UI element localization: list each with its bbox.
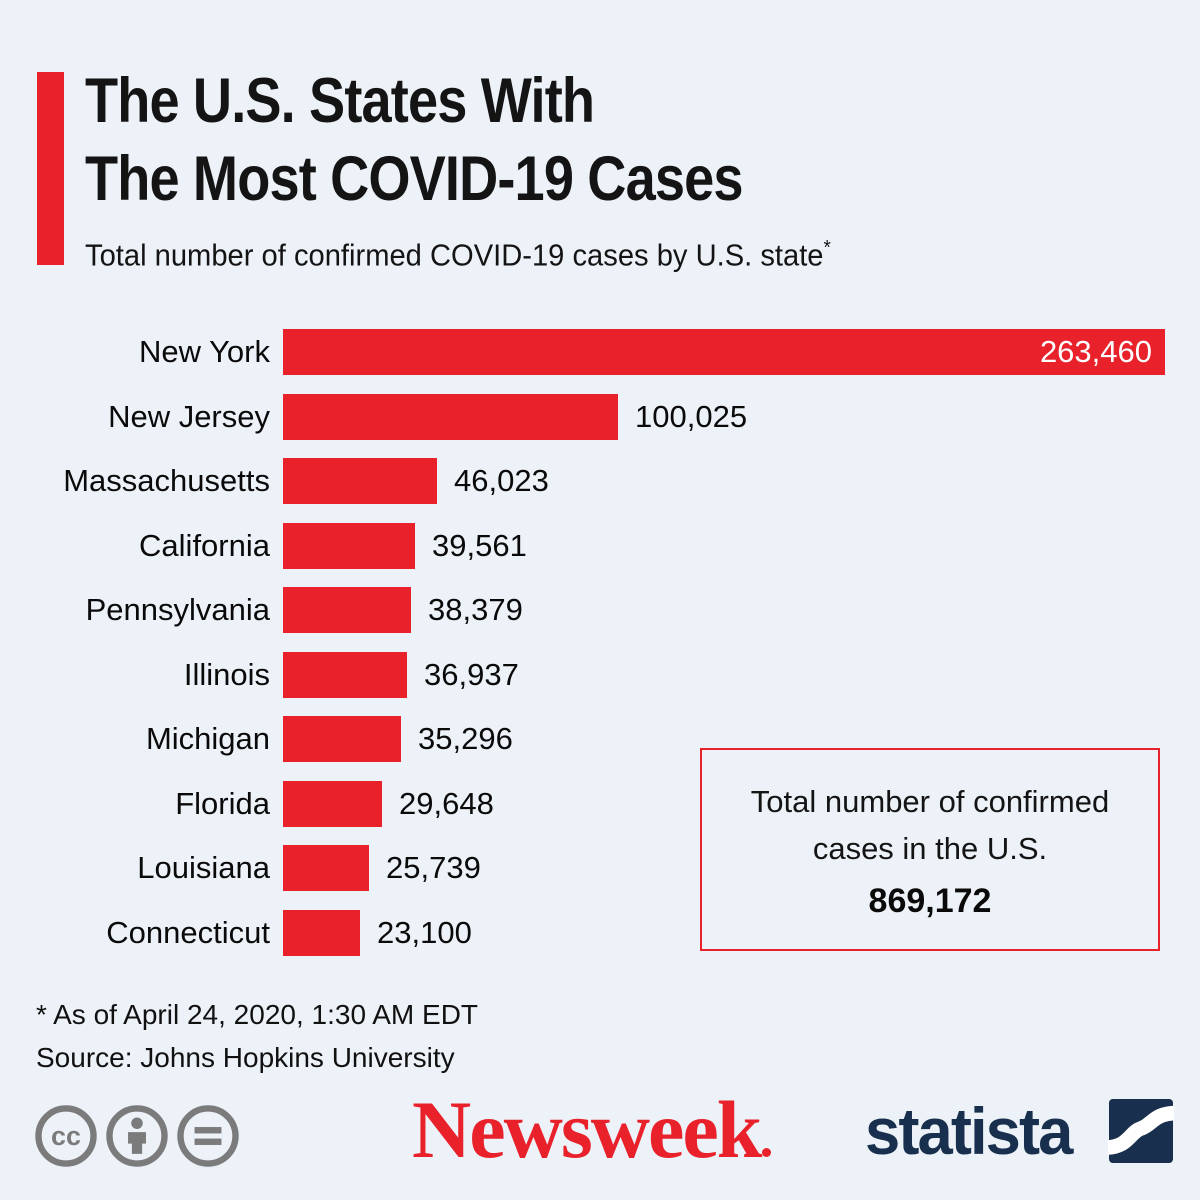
bar-value-new-jersey: 100,025 (635, 398, 748, 434)
bar-label-pennsylvania: Pennsylvania (85, 592, 270, 628)
statista-swoosh-icon (1108, 1099, 1175, 1163)
bar-value-illinois: 36,937 (424, 656, 519, 692)
statista-logo: statista (865, 1094, 1175, 1168)
chart-row-illinois: Illinois 36,937 (0, 643, 1200, 708)
chart-row-florida: Florida 29,648 (0, 772, 1200, 837)
bar-label-massachusetts: Massachusetts (63, 463, 270, 499)
footnote-source: Source: Johns Hopkins University (36, 1042, 455, 1073)
bar-new-york: 263,460 (283, 329, 1165, 376)
bar-illinois (283, 651, 407, 698)
title-accent-bar (37, 72, 64, 265)
bar-label-michigan: Michigan (145, 721, 270, 757)
page-subtitle: Total number of confirmed COVID-19 cases… (85, 237, 831, 273)
newsweek-wordmark: Newsweek (412, 1084, 762, 1175)
bar-massachusetts (283, 458, 437, 505)
bar-value-new-york: 263,460 (1039, 334, 1152, 370)
bar-label-illinois: Illinois (183, 656, 270, 692)
total-cases-value: 869,172 (868, 882, 992, 920)
total-cases-box: Total number of confirmed cases in the U… (700, 748, 1160, 951)
subtitle-text: Total number of confirmed COVID-19 cases… (85, 237, 824, 273)
bar-pennsylvania (283, 587, 411, 634)
bar-value-michigan: 35,296 (418, 721, 513, 757)
bar-track-pennsylvania: 38,379 (283, 587, 1165, 634)
chart-row-new-york: New York 263,460 (0, 320, 1200, 385)
page-title: The U.S. States With The Most COVID-19 C… (85, 62, 850, 218)
bar-value-connecticut: 23,100 (377, 914, 472, 950)
bar-value-louisiana: 25,739 (386, 850, 481, 886)
creative-commons-icons: cc (34, 1104, 240, 1168)
total-box-line-1: Total number of confirmed (750, 784, 1110, 819)
registered-mark-dot (762, 1148, 772, 1157)
chart-row-pennsylvania: Pennsylvania 38,379 (0, 578, 1200, 643)
bar-value-massachusetts: 46,023 (454, 463, 549, 499)
bar-track-connecticut: 23,100 (283, 909, 1165, 956)
equals-icon (177, 1105, 239, 1167)
cc-icon: cc (35, 1105, 97, 1167)
bar-chart: New York 263,460 New Jersey 100,025 Massachu… (0, 320, 1200, 965)
chart-row-michigan: Michigan 35,296 (0, 707, 1200, 772)
newsweek-logo: Newsweek (412, 1089, 772, 1171)
title-line-1: The U.S. States With (85, 66, 595, 136)
bar-value-florida: 29,648 (399, 785, 494, 821)
chart-row-new-jersey: New Jersey 100,025 (0, 385, 1200, 450)
footnotes: * As of April 24, 2020, 1:30 AM EDT Sour… (36, 993, 478, 1079)
total-box-line-2: cases in the U.S. (812, 831, 1048, 866)
bar-track-massachusetts: 46,023 (283, 458, 1165, 505)
bar-track-florida: 29,648 (283, 780, 1165, 827)
statista-wordmark: statista (865, 1094, 1073, 1168)
bar-label-florida: Florida (175, 785, 270, 821)
bar-track-new-jersey: 100,025 (283, 393, 1165, 440)
bar-value-pennsylvania: 38,379 (428, 592, 523, 628)
bar-label-california: California (139, 527, 270, 563)
bar-louisiana (283, 845, 369, 892)
chart-row-louisiana: Louisiana 25,739 (0, 836, 1200, 901)
bar-connecticut (283, 909, 360, 956)
bar-track-illinois: 36,937 (283, 651, 1165, 698)
bar-value-california: 39,561 (432, 527, 527, 563)
chart-row-connecticut: Connecticut 23,100 (0, 901, 1200, 966)
bar-track-california: 39,561 (283, 522, 1165, 569)
bar-label-louisiana: Louisiana (137, 850, 270, 886)
attribution-person-icon (106, 1105, 168, 1167)
bar-new-jersey (283, 393, 618, 440)
bar-label-new-york: New York (139, 334, 270, 370)
bar-track-michigan: 35,296 (283, 716, 1165, 763)
bar-michigan (283, 716, 401, 763)
bar-label-new-jersey: New Jersey (108, 398, 270, 434)
svg-text:cc: cc (51, 1121, 81, 1151)
bar-california (283, 522, 415, 569)
bar-track-new-york: 263,460 (283, 329, 1165, 376)
footnote-asterisk: * As of April 24, 2020, 1:30 AM EDT (36, 999, 479, 1030)
footnote-marker: * (823, 237, 831, 259)
bar-label-connecticut: Connecticut (106, 914, 270, 950)
title-line-2: The Most COVID-19 Cases (85, 144, 744, 214)
chart-row-massachusetts: Massachusetts 46,023 (0, 449, 1200, 514)
chart-row-california: California 39,561 (0, 514, 1200, 579)
bar-track-louisiana: 25,739 (283, 845, 1165, 892)
bar-florida (283, 780, 382, 827)
